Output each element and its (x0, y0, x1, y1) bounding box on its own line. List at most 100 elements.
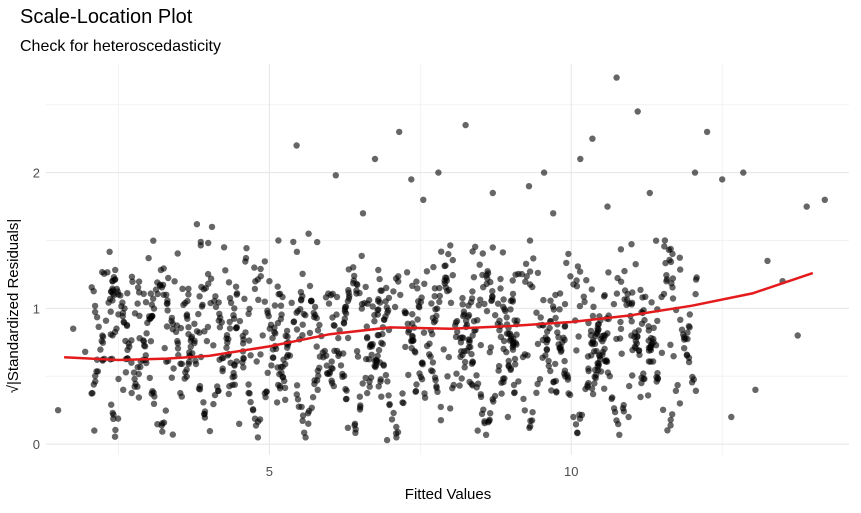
data-point (391, 303, 399, 311)
data-point (366, 296, 373, 304)
data-point (174, 340, 182, 347)
data-point (375, 306, 382, 313)
data-point (113, 285, 121, 293)
data-point (567, 273, 574, 280)
data-point (208, 223, 216, 231)
data-point (429, 368, 436, 375)
data-point (115, 375, 122, 383)
data-point (489, 244, 496, 251)
data-point (169, 431, 176, 438)
data-point (297, 297, 305, 304)
data-point (311, 303, 319, 311)
data-point (453, 370, 460, 377)
data-point (501, 306, 508, 313)
data-point (343, 387, 350, 394)
data-point (119, 299, 126, 306)
data-point (559, 339, 566, 346)
data-point (452, 322, 459, 329)
data-point (159, 428, 166, 435)
data-point (469, 248, 476, 255)
data-point (632, 261, 639, 268)
data-point (358, 252, 365, 260)
data-point (667, 245, 674, 253)
data-point (390, 409, 397, 417)
data-point (257, 265, 264, 273)
data-point (233, 291, 240, 298)
data-point (351, 420, 359, 427)
data-point (219, 367, 226, 375)
data-point (146, 374, 153, 382)
data-point (459, 301, 466, 308)
data-point (469, 359, 477, 366)
data-point (497, 285, 504, 292)
data-point (399, 399, 406, 406)
data-point (447, 299, 455, 306)
data-point (277, 302, 285, 309)
data-point (371, 155, 379, 163)
data-point (601, 345, 608, 352)
data-point (584, 382, 591, 389)
data-point (382, 298, 389, 305)
data-point (154, 421, 161, 428)
data-point (191, 320, 198, 327)
data-point (650, 324, 657, 331)
data-point (661, 237, 669, 244)
data-point (168, 374, 175, 381)
data-point (320, 354, 327, 361)
data-point (299, 321, 306, 328)
data-point (437, 403, 444, 411)
data-point (648, 299, 655, 306)
data-point (378, 393, 385, 400)
data-point (629, 289, 636, 296)
data-point (150, 400, 158, 407)
data-point (374, 332, 381, 339)
data-point (364, 389, 371, 397)
data-point (154, 290, 161, 298)
data-point (536, 376, 544, 383)
data-point (264, 309, 271, 317)
data-point (728, 413, 735, 421)
data-point (420, 329, 428, 336)
data-point (628, 241, 635, 248)
data-point (282, 396, 289, 403)
data-point (302, 312, 309, 319)
data-point (335, 334, 342, 342)
data-point (613, 290, 621, 297)
data-point (611, 408, 619, 416)
data-point (375, 266, 382, 274)
data-point (577, 155, 584, 163)
data-point (135, 370, 142, 378)
data-point (246, 305, 253, 313)
data-point (497, 275, 504, 283)
data-point (616, 431, 623, 438)
data-point (225, 390, 232, 398)
data-point (473, 372, 480, 379)
data-point (550, 378, 557, 385)
data-point (595, 321, 602, 328)
data-point (379, 340, 386, 348)
data-point (512, 361, 519, 368)
data-point (232, 324, 240, 332)
data-point (449, 272, 456, 279)
data-point (120, 386, 127, 393)
data-point (276, 290, 284, 297)
data-point (325, 300, 333, 307)
data-point (576, 302, 584, 310)
data-point (390, 288, 397, 295)
data-point (481, 300, 488, 308)
data-point (328, 364, 335, 372)
chart-subtitle: Check for heteroscedasticity (20, 38, 221, 55)
data-point (196, 329, 203, 336)
data-point (515, 378, 522, 385)
data-point (405, 329, 412, 336)
data-point (210, 342, 217, 349)
data-point (430, 263, 437, 271)
data-point (659, 406, 667, 413)
data-point (438, 248, 445, 255)
data-point (384, 378, 391, 385)
data-point (160, 265, 167, 272)
data-point (803, 203, 810, 210)
data-point (183, 312, 190, 320)
data-point (293, 382, 301, 389)
data-point (273, 399, 281, 406)
